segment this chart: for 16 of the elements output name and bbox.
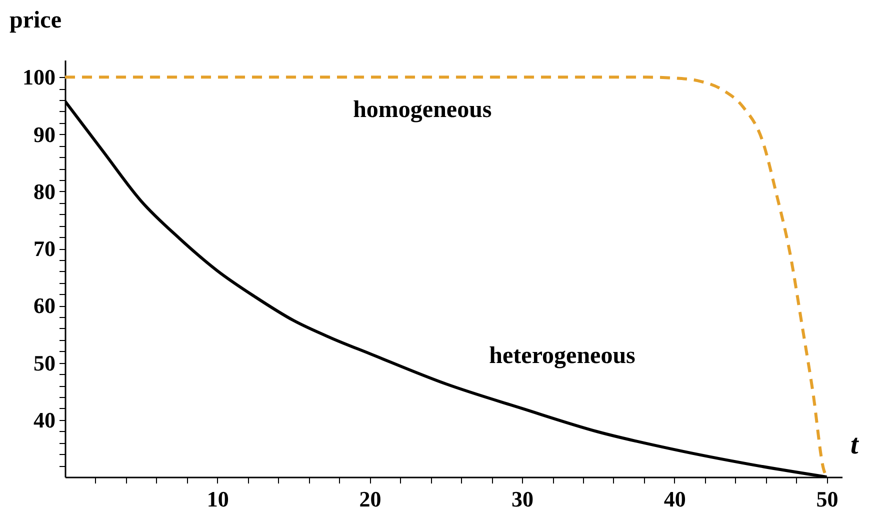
y-tick-label: 40 — [34, 407, 56, 432]
x-tick-label: 30 — [512, 486, 534, 512]
x-tick-label: 40 — [664, 486, 686, 512]
x-axis-title: t — [850, 430, 860, 460]
x-tick-label: 10 — [206, 486, 229, 512]
series-label: homogeneous — [353, 97, 492, 124]
y-tick-label: 90 — [34, 122, 56, 147]
x-tick-label: 50 — [816, 486, 838, 512]
y-tick-label: 100 — [22, 64, 56, 90]
y-tick-label: 80 — [34, 178, 56, 204]
y-tick-label: 50 — [34, 350, 56, 376]
y-tick-label: 70 — [34, 236, 56, 262]
y-tick-label: 60 — [34, 293, 56, 318]
y-axis-title: price — [10, 8, 62, 34]
series-label: heterogeneous — [489, 343, 636, 370]
x-tick-label: 20 — [359, 486, 382, 512]
